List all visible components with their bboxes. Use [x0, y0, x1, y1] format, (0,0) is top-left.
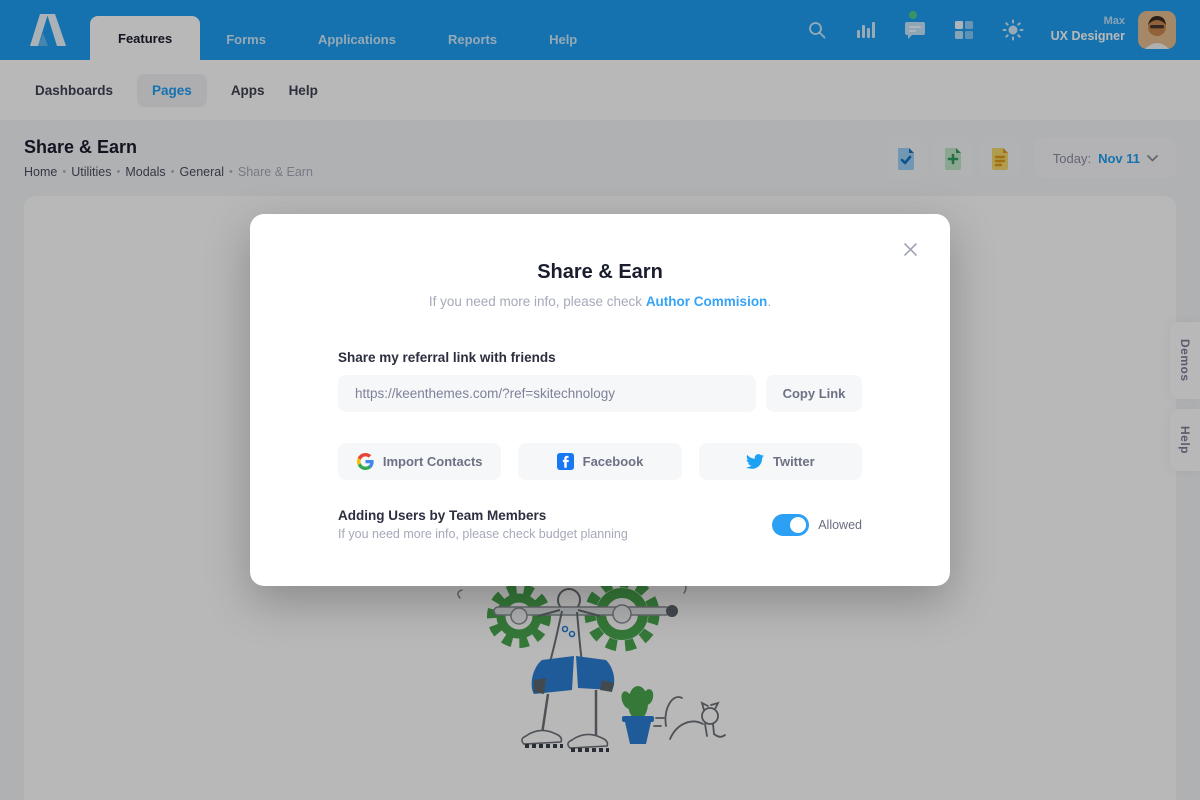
side-tabs: Demos Help — [1170, 322, 1200, 471]
breadcrumb: Home • Utilities • Modals • General • Sh… — [24, 165, 313, 179]
page-title: Share & Earn — [24, 137, 138, 157]
toolbar-item-dashboards[interactable]: Dashboards — [35, 82, 114, 98]
share-button-label: Twitter — [772, 454, 815, 469]
chat-icon[interactable] — [904, 11, 926, 41]
user-menu[interactable]: Max UX Designer — [1051, 15, 1125, 44]
close-icon — [904, 243, 917, 256]
file-lines-icon — [991, 148, 1008, 170]
team-subtitle: If you need more info, please check budg… — [338, 527, 628, 541]
search-icon[interactable] — [806, 19, 828, 41]
chevron-down-icon — [1147, 154, 1158, 161]
twitter-icon — [745, 454, 764, 469]
modal-subtitle: If you need more info, please check Auth… — [250, 294, 950, 309]
breadcrumb-link-modals[interactable]: Modals — [125, 165, 166, 179]
breadcrumb-separator: • — [170, 166, 175, 178]
nav-label: Help — [549, 31, 578, 47]
facebook-icon — [556, 453, 574, 470]
nav-tab-help[interactable]: Help — [523, 18, 603, 60]
share-button-label: Import Contacts — [382, 454, 483, 469]
toolbar-item-pages[interactable]: Pages — [137, 73, 207, 107]
modal-subtitle-suffix: . — [767, 294, 772, 309]
secondary-toolbar: Dashboards Pages Apps Help — [0, 60, 1200, 120]
toolbar-item-help[interactable]: Help — [288, 82, 318, 98]
date-label: Today: — [1052, 150, 1092, 166]
google-icon — [356, 453, 374, 470]
nav-tab-reports[interactable]: Reports — [422, 18, 523, 60]
modal-body: Share my referral link with friends Copy… — [250, 350, 950, 541]
file-check-icon — [897, 148, 914, 170]
sun-icon[interactable] — [1002, 19, 1024, 41]
file-plus-icon — [944, 148, 961, 170]
nav-label: Reports — [447, 31, 498, 47]
brand-logo[interactable] — [24, 0, 72, 60]
date-picker-button[interactable]: Today: Nov 11 — [1034, 138, 1176, 178]
allowed-toggle[interactable] — [772, 513, 810, 536]
nav-label: Features — [118, 30, 173, 46]
demos-side-tab[interactable]: Demos — [1170, 322, 1200, 399]
team-title: Adding Users by Team Members — [338, 508, 547, 523]
file-add-button[interactable] — [932, 138, 973, 178]
breadcrumb-link-utilities[interactable]: Utilities — [71, 165, 112, 179]
referral-label: Share my referral link with friends — [338, 350, 556, 365]
header-actions: Max UX Designer — [806, 0, 1176, 60]
breadcrumb-separator: • — [229, 166, 233, 178]
file-notes-button[interactable] — [979, 138, 1020, 178]
breadcrumb-link-home[interactable]: Home — [24, 165, 58, 179]
share-earn-modal: Share & Earn If you need more info, plea… — [250, 214, 950, 586]
breadcrumb-current: Share & Earn — [237, 165, 313, 179]
breadcrumb-separator: • — [116, 166, 121, 178]
toolbar-item-apps[interactable]: Apps — [230, 82, 265, 98]
stats-icon[interactable] — [855, 19, 877, 41]
main-nav: Features Forms Applications Reports Help — [90, 0, 603, 60]
share-buttons-row: Import Contacts Facebook Twitter — [338, 443, 862, 480]
breadcrumb-link-general[interactable]: General — [179, 165, 224, 179]
brand-logo-icon — [30, 14, 66, 46]
nav-label: Forms — [226, 31, 266, 47]
nav-tab-forms[interactable]: Forms — [200, 18, 292, 60]
referral-link-input[interactable] — [338, 375, 756, 412]
page-actions: Today: Nov 11 — [885, 138, 1176, 178]
user-name: Max — [1103, 15, 1125, 28]
nav-tab-features[interactable]: Features — [90, 16, 201, 60]
page-heading: Share & Earn Home • Utilities • Modals •… — [0, 120, 1200, 196]
close-button[interactable] — [899, 238, 922, 264]
user-role: UX Designer — [1050, 29, 1125, 44]
share-button-label: Facebook — [582, 454, 644, 469]
twitter-button[interactable]: Twitter — [698, 443, 862, 480]
top-header: Features Forms Applications Reports Help — [0, 0, 1200, 60]
notification-dot — [908, 11, 917, 19]
copy-link-button[interactable]: Copy Link — [766, 375, 862, 412]
help-side-tab[interactable]: Help — [1170, 408, 1200, 471]
nav-label: Applications — [317, 31, 396, 47]
modal-title: Share & Earn — [537, 261, 663, 283]
author-commission-link[interactable]: Author Commision — [645, 294, 768, 309]
toggle-label: Allowed — [818, 517, 862, 532]
nav-tab-applications[interactable]: Applications — [292, 18, 422, 60]
apps-grid-icon[interactable] — [953, 19, 975, 41]
weightlifter-illustration — [457, 576, 726, 752]
toggle-knob — [790, 516, 807, 533]
facebook-button[interactable]: Facebook — [518, 443, 682, 480]
date-value: Nov 11 — [1098, 150, 1140, 166]
avatar[interactable] — [1138, 11, 1176, 49]
breadcrumb-separator: • — [62, 166, 67, 178]
modal-subtitle-text: If you need more info, please check — [428, 294, 646, 309]
import-contacts-button[interactable]: Import Contacts — [338, 443, 502, 480]
file-check-button[interactable] — [885, 138, 926, 178]
team-members-row: Adding Users by Team Members If you need… — [338, 508, 862, 541]
